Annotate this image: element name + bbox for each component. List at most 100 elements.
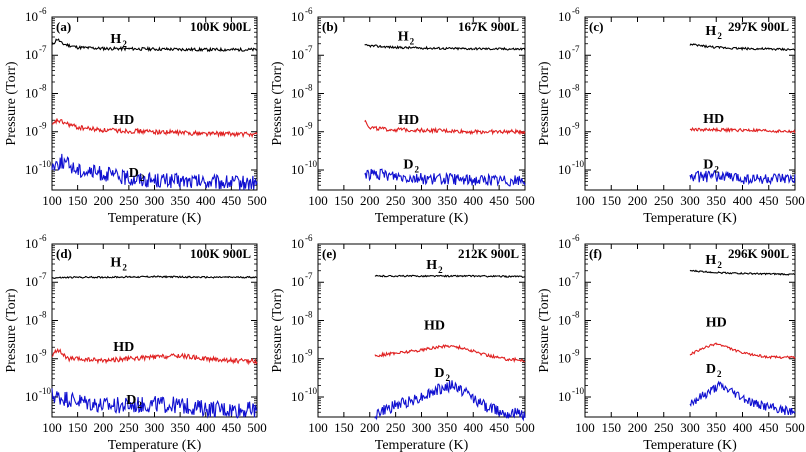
y-tick-label: 10 (291, 9, 304, 24)
y-tick-exponent: -6 (39, 233, 47, 243)
x-axis-title: Temperature (K) (643, 211, 737, 226)
panel-e: 100 150 200 250 300 350 400 450 50010-1010-910-8… (270, 233, 535, 452)
y-tick-exponent: -8 (305, 309, 313, 319)
y-tick-exponent: -9 (572, 121, 580, 131)
x-tick-label: 300 (412, 420, 432, 435)
series-line-hd (689, 126, 796, 134)
y-tick-exponent: -6 (305, 233, 313, 243)
panel-a: 100 150 200 250 300 350 400 450 50010-1010-910-8… (4, 6, 267, 226)
x-tick-label: 500 (247, 193, 267, 208)
x-axis-title: Temperature (K) (643, 438, 737, 452)
x-tick-label: 450 (489, 420, 509, 435)
x-axis-title: Temperature (K) (108, 438, 202, 452)
y-tick-exponent: -9 (39, 121, 47, 131)
series-label-d2: D2 (129, 166, 145, 183)
panel-tag: (c) (589, 19, 603, 34)
series-label-hd: HD (703, 112, 724, 127)
x-tick-label: 350 (438, 420, 458, 435)
x-tick-label: 150 (334, 420, 354, 435)
y-tick-exponent: -9 (572, 348, 580, 358)
x-tick-label: 100 (42, 420, 62, 435)
x-tick-label: 200 (628, 193, 648, 208)
series-label-hd: HD (398, 113, 419, 128)
plot-frame (51, 16, 258, 191)
series-label-d2: D2 (703, 157, 719, 174)
series-label-h2: H2 (705, 253, 722, 270)
y-tick-label: 10 (25, 389, 38, 404)
panel-f: 100 150 200 250 300 350 400 450 50010-1010-910-8… (537, 233, 805, 452)
panel-b: 100 150 200 250 300 350 400 450 50010-1010-910-8… (270, 6, 535, 226)
x-tick-label: 400 (464, 420, 484, 435)
x-tick-label: 300 (412, 193, 432, 208)
panel-condition: 100K 900L (190, 246, 251, 261)
x-tick-label: 250 (119, 193, 139, 208)
plot-frame (317, 16, 526, 191)
y-tick-label: 10 (558, 274, 571, 289)
y-tick-exponent: -7 (572, 271, 580, 281)
series-line-h2 (374, 274, 526, 279)
y-tick-exponent: -7 (305, 44, 313, 54)
y-tick-label: 10 (291, 162, 304, 177)
series-line-d2 (51, 153, 258, 191)
series-line-d2 (51, 388, 258, 419)
y-tick-exponent: -6 (572, 6, 580, 16)
x-tick-label: 250 (654, 193, 674, 208)
plot-frame (317, 243, 526, 418)
x-tick-label: 100 (308, 193, 328, 208)
series-line-h2 (689, 43, 796, 52)
y-tick-exponent: -6 (39, 6, 47, 16)
x-tick-label: 350 (170, 193, 190, 208)
panel-tag: (f) (589, 246, 602, 261)
x-tick-label: 450 (759, 193, 779, 208)
x-tick-label: 450 (489, 193, 509, 208)
x-tick-label: 200 (94, 420, 114, 435)
x-tick-label: 500 (785, 193, 805, 208)
x-tick-label: 450 (222, 193, 242, 208)
x-tick-label: 250 (386, 420, 406, 435)
y-axis-title: Pressure (Torr) (4, 288, 19, 372)
x-tick-label: 350 (170, 420, 190, 435)
y-tick-exponent: -8 (39, 82, 47, 92)
y-tick-exponent: -6 (572, 233, 580, 243)
x-tick-label: 400 (733, 420, 753, 435)
y-tick-label: 10 (291, 85, 304, 100)
series-line-d2 (689, 169, 796, 186)
x-axis-title: Temperature (K) (108, 211, 202, 226)
x-tick-label: 500 (515, 193, 535, 208)
x-tick-label: 150 (334, 193, 354, 208)
y-tick-label: 10 (291, 124, 304, 139)
x-tick-label: 150 (602, 193, 622, 208)
series-label-d2: D2 (706, 362, 722, 379)
y-tick-exponent: -10 (572, 386, 584, 396)
y-tick-label: 10 (558, 236, 571, 251)
panel-condition: 167K 900L (458, 19, 519, 34)
panel-tag: (a) (56, 19, 71, 34)
y-tick-label: 10 (25, 162, 38, 177)
panel-condition: 297K 900L (728, 19, 789, 34)
series-line-hd (364, 119, 526, 136)
y-tick-label: 10 (558, 312, 571, 327)
y-tick-exponent: -7 (572, 44, 580, 54)
series-line-h2 (689, 269, 795, 276)
series-line-hd (51, 118, 258, 139)
y-tick-exponent: -10 (39, 386, 51, 396)
panel-tag: (d) (56, 246, 72, 261)
x-tick-label: 450 (759, 420, 779, 435)
y-tick-exponent: -8 (305, 82, 313, 92)
series-label-d2: D2 (434, 366, 450, 383)
x-tick-label: 100 (575, 420, 595, 435)
x-tick-label: 150 (602, 420, 622, 435)
panel-c: 100 150 200 250 300 350 400 450 50010-1010-910-8… (537, 6, 805, 226)
series-line-d2 (364, 168, 526, 187)
y-tick-exponent: -6 (305, 6, 313, 16)
series-label-hd: HD (113, 340, 134, 355)
y-tick-exponent: -7 (39, 271, 47, 281)
x-tick-label: 350 (707, 193, 727, 208)
y-tick-exponent: -9 (39, 348, 47, 358)
y-tick-label: 10 (558, 85, 571, 100)
series-line-h2 (51, 38, 258, 53)
series-line-hd (374, 343, 526, 363)
y-axis-title: Pressure (Torr) (270, 61, 285, 145)
x-tick-label: 250 (119, 420, 139, 435)
